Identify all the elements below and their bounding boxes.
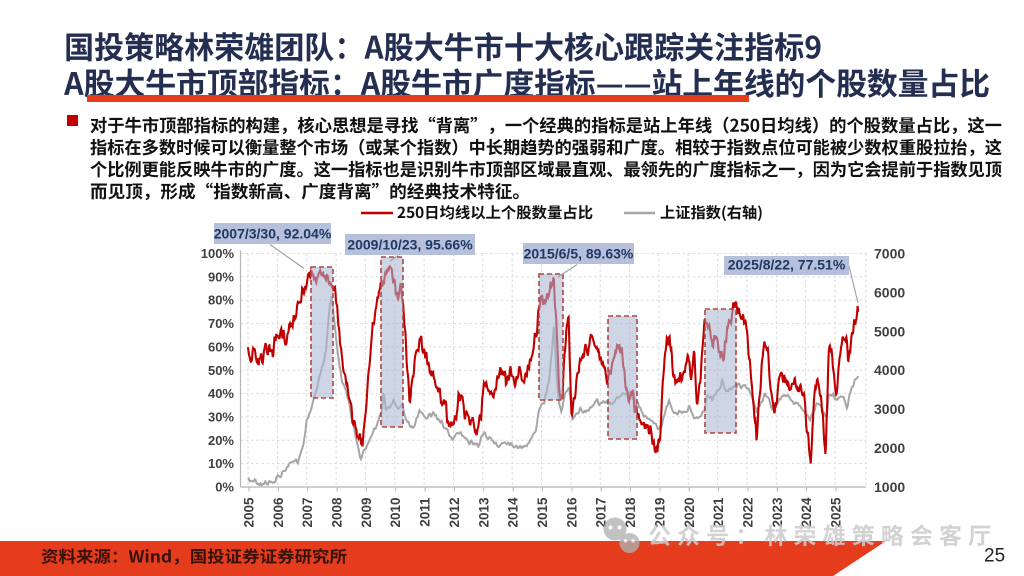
svg-text:10%: 10% (208, 456, 234, 471)
svg-text:2007/3/30, 92.04%: 2007/3/30, 92.04% (214, 226, 332, 242)
svg-text:50%: 50% (208, 363, 234, 378)
svg-text:2025: 2025 (829, 497, 844, 528)
svg-text:2025/8/22, 77.51%: 2025/8/22, 77.51% (728, 257, 846, 273)
svg-text:80%: 80% (208, 293, 234, 308)
svg-text:0%: 0% (215, 480, 234, 495)
svg-text:2021: 2021 (711, 497, 726, 528)
svg-text:2000: 2000 (874, 440, 905, 456)
svg-text:2009/10/23, 95.66%: 2009/10/23, 95.66% (347, 237, 473, 253)
svg-text:2013: 2013 (476, 497, 491, 528)
svg-text:2018: 2018 (623, 497, 638, 528)
svg-text:2005: 2005 (242, 497, 257, 528)
svg-text:40%: 40% (208, 386, 234, 401)
svg-text:4000: 4000 (874, 362, 905, 378)
svg-text:2014: 2014 (506, 497, 521, 528)
svg-text:2024: 2024 (799, 497, 814, 528)
svg-text:1000: 1000 (874, 479, 905, 495)
svg-text:2023: 2023 (770, 497, 785, 528)
svg-text:30%: 30% (208, 409, 234, 424)
svg-text:2016: 2016 (564, 497, 579, 528)
svg-text:2009: 2009 (359, 498, 374, 528)
svg-text:2010: 2010 (388, 498, 403, 528)
svg-text:3000: 3000 (874, 401, 905, 417)
svg-text:100%: 100% (201, 246, 235, 261)
svg-text:2007: 2007 (300, 498, 315, 528)
svg-text:6000: 6000 (874, 284, 905, 300)
svg-text:2015/6/5, 89.63%: 2015/6/5, 89.63% (524, 246, 634, 262)
svg-text:2012: 2012 (447, 498, 462, 528)
svg-text:2015: 2015 (535, 497, 550, 528)
svg-text:2017: 2017 (594, 498, 609, 528)
svg-text:2019: 2019 (652, 498, 667, 528)
svg-text:5000: 5000 (874, 323, 905, 339)
svg-text:2011: 2011 (418, 497, 433, 527)
svg-text:7000: 7000 (874, 246, 905, 262)
svg-text:70%: 70% (208, 316, 234, 331)
svg-text:2006: 2006 (271, 497, 286, 528)
svg-text:90%: 90% (208, 269, 234, 284)
svg-text:60%: 60% (208, 339, 234, 354)
svg-text:2022: 2022 (741, 498, 756, 528)
svg-text:2020: 2020 (682, 498, 697, 528)
svg-text:25: 25 (984, 546, 1005, 567)
svg-text:20%: 20% (208, 433, 234, 448)
svg-text:2008: 2008 (330, 497, 345, 528)
